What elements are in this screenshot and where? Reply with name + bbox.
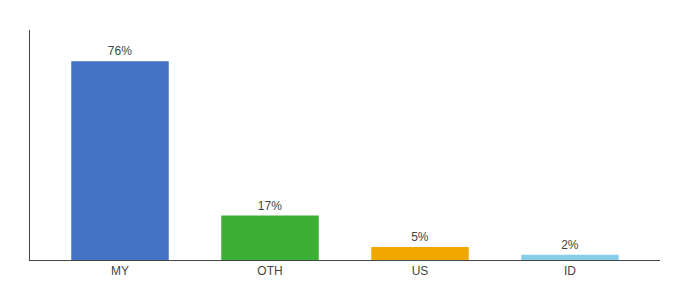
- svg-text:5%: 5%: [411, 230, 429, 244]
- svg-text:ID: ID: [564, 264, 576, 278]
- svg-text:76%: 76%: [108, 44, 132, 58]
- svg-text:OTH: OTH: [257, 264, 282, 278]
- svg-text:17%: 17%: [258, 199, 282, 213]
- svg-text:US: US: [412, 264, 429, 278]
- svg-text:2%: 2%: [561, 238, 579, 252]
- svg-text:MY: MY: [111, 264, 129, 278]
